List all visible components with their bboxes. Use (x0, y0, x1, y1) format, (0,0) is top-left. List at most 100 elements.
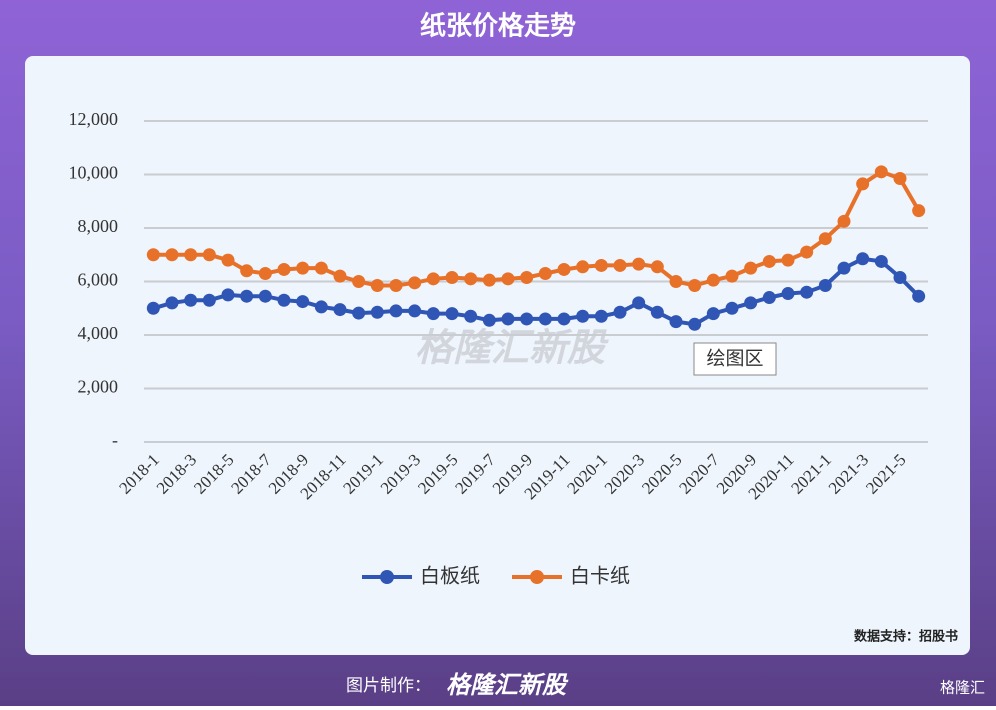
data-point (874, 254, 888, 268)
data-point (594, 258, 608, 272)
data-point (856, 177, 870, 191)
data-point (669, 275, 683, 288)
data-point (781, 287, 795, 301)
data-point (557, 262, 571, 276)
data-point (277, 293, 291, 307)
y-tick-label: 8,000 (78, 216, 119, 236)
data-point (725, 301, 739, 315)
data-point (520, 312, 534, 326)
data-point (464, 272, 478, 286)
legend-label: 白卡纸 (570, 564, 630, 588)
data-point (538, 312, 552, 326)
data-point (370, 279, 384, 293)
data-point (333, 269, 347, 283)
data-point (538, 266, 552, 280)
data-point (744, 296, 758, 310)
data-point (333, 303, 347, 317)
data-point (576, 260, 590, 274)
data-point (426, 272, 440, 286)
data-point (240, 264, 254, 278)
data-point (445, 307, 459, 321)
y-tick-label: 12,000 (69, 109, 119, 129)
data-point (464, 309, 478, 323)
y-tick-label: 6,000 (78, 270, 119, 290)
chart-title: 纸张价格走势 (420, 11, 576, 42)
data-point (258, 289, 272, 303)
legend-marker (380, 570, 394, 584)
tooltip: 绘图区 (706, 348, 763, 370)
data-point (893, 270, 907, 284)
data-point (688, 279, 702, 293)
data-point (258, 266, 272, 280)
data-point (706, 273, 720, 287)
watermark: 格隆汇新股 (415, 326, 609, 370)
data-point (594, 309, 608, 323)
data-point (650, 305, 664, 319)
data-point (146, 248, 160, 262)
data-point (202, 293, 216, 307)
data-point (482, 273, 496, 287)
chart-panel (25, 56, 970, 655)
data-point (632, 257, 646, 271)
data-point (184, 293, 198, 307)
legend-label: 白板纸 (420, 564, 480, 588)
data-point (184, 248, 198, 262)
data-point (370, 305, 384, 319)
data-point (296, 261, 310, 275)
data-point (426, 307, 440, 321)
y-tick-label: 10,000 (69, 163, 119, 183)
y-tick-label: - (112, 430, 118, 450)
data-point (874, 165, 888, 179)
footer-logo: 格隆汇 (940, 679, 985, 697)
data-point (818, 279, 832, 293)
data-point (146, 301, 160, 315)
y-tick-label: 2,000 (78, 377, 119, 397)
data-point (613, 305, 627, 319)
data-point (501, 312, 515, 326)
data-point (408, 304, 422, 318)
data-point (221, 288, 235, 302)
data-point (240, 289, 254, 303)
data-point (445, 270, 459, 284)
data-point (706, 307, 720, 321)
data-point (557, 312, 571, 326)
data-point (576, 309, 590, 323)
data-point (482, 313, 496, 327)
data-point (314, 300, 328, 314)
data-point (912, 289, 926, 303)
data-point (389, 304, 403, 318)
data-point (408, 276, 422, 290)
data-point (762, 254, 776, 268)
data-point (762, 291, 776, 305)
data-point (856, 252, 870, 266)
data-point (837, 214, 851, 228)
data-point (352, 275, 366, 288)
data-point (221, 253, 235, 267)
data-point (744, 261, 758, 275)
footer-brand: 格隆汇新股 (446, 671, 569, 699)
data-point (314, 261, 328, 275)
data-point (165, 248, 179, 262)
data-point (520, 270, 534, 284)
data-point (296, 295, 310, 309)
y-tick-label: 4,000 (78, 323, 119, 343)
source: 数据支持：招股书 (854, 629, 958, 645)
data-point (781, 253, 795, 267)
data-point (669, 315, 683, 329)
data-point (725, 269, 739, 283)
data-point (501, 272, 515, 286)
data-point (613, 258, 627, 272)
data-point (912, 204, 926, 218)
data-point (202, 248, 216, 262)
tooltip-box (693, 342, 777, 376)
footer-credit: 图片制作： (346, 676, 431, 696)
data-point (632, 296, 646, 310)
data-point (165, 296, 179, 310)
data-point (818, 232, 832, 246)
data-point (650, 260, 664, 274)
data-point (389, 279, 403, 293)
data-point (688, 317, 702, 331)
data-point (352, 306, 366, 320)
